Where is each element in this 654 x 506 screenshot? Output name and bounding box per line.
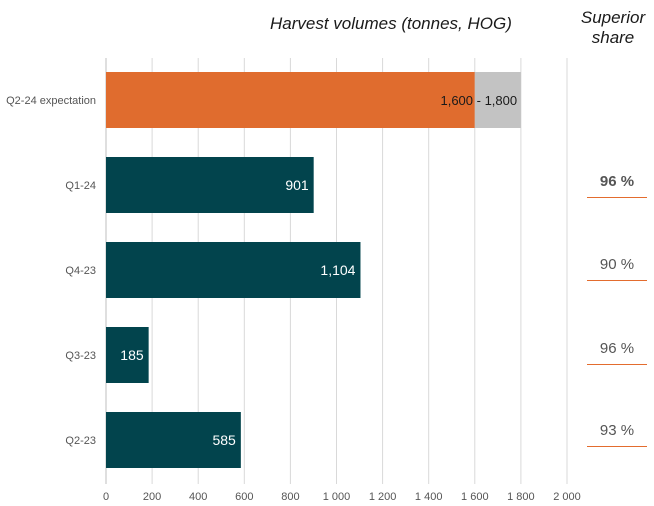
x-tick-label: 600: [235, 491, 253, 503]
data-label: 185: [120, 347, 144, 363]
superior-share-title-line-1: Superior: [580, 8, 646, 27]
data-label: 1,600 - 1,800: [440, 93, 517, 108]
data-label: 1,104: [320, 262, 355, 278]
superior-share-title: Superior share: [572, 8, 654, 48]
chart-title: Harvest volumes (tonnes, HOG): [270, 14, 512, 33]
bar: [106, 327, 149, 383]
category-label: Q1-24: [65, 180, 96, 192]
x-tick-label: 1 600: [461, 491, 489, 503]
superior-share-q3-23: 96 %: [587, 339, 647, 365]
bar: [106, 157, 314, 213]
bar-expectation-range: [474, 72, 521, 128]
x-tick-label: 1 800: [507, 491, 535, 503]
category-label: Q3-23: [65, 350, 96, 362]
x-tick-label: 1 200: [369, 491, 397, 503]
x-tick-label: 0: [103, 491, 109, 503]
x-tick-label: 1 400: [415, 491, 443, 503]
data-label: 585: [212, 432, 236, 448]
superior-share-value: 96 %: [599, 340, 635, 357]
category-label: Q2-23: [65, 435, 96, 447]
x-tick-label: 2 000: [553, 491, 581, 503]
x-tick-label: 1 000: [323, 491, 351, 503]
share-underline: [587, 197, 647, 198]
category-label: Q2-24 expectation: [6, 95, 96, 107]
superior-share-q2-23: 93 %: [587, 421, 647, 447]
bar-expectation: [106, 72, 475, 128]
share-underline: [587, 364, 647, 365]
x-tick-label: 200: [143, 491, 161, 503]
superior-share-value: 93 %: [599, 422, 635, 439]
bar: [106, 412, 241, 468]
x-tick-label: 800: [281, 491, 299, 503]
share-underline: [587, 446, 647, 447]
category-label: Q4-23: [65, 265, 96, 277]
x-tick-label: 400: [189, 491, 207, 503]
superior-share-q4-23: 90 %: [587, 255, 647, 281]
superior-share-q1-24: 96 %: [587, 172, 647, 198]
data-label: 901: [285, 177, 309, 193]
superior-share-title-line-2: share: [591, 28, 635, 47]
bar: [106, 242, 361, 298]
superior-share-value: 96 %: [599, 173, 635, 190]
superior-share-value: 90 %: [599, 256, 635, 273]
share-underline: [587, 280, 647, 281]
